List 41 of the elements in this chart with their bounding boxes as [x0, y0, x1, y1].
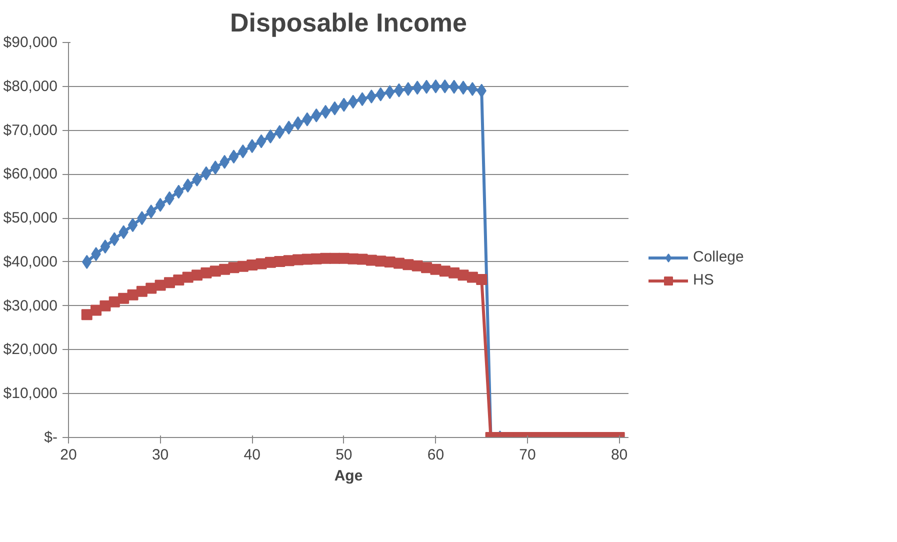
x-tick-label: 50 — [336, 446, 352, 464]
point — [100, 300, 111, 312]
x-axis-title: Age — [334, 468, 363, 484]
point — [384, 85, 395, 100]
point — [228, 150, 239, 164]
x-tick-label: 60 — [427, 446, 444, 464]
y-tick-label: $80,000 — [3, 78, 58, 95]
y-tick-label: $70,000 — [3, 122, 58, 139]
point — [81, 309, 92, 320]
y-tick-label: $40,000 — [3, 253, 58, 270]
point — [403, 82, 414, 96]
point — [330, 101, 340, 116]
x-tick-label: 70 — [519, 446, 536, 464]
y-tick-label: $30,000 — [3, 297, 58, 314]
point — [100, 240, 110, 254]
point — [256, 134, 266, 148]
y-tick-label: $90,000 — [3, 34, 58, 51]
point — [284, 120, 294, 135]
point — [155, 198, 166, 212]
legend-label: HS — [693, 272, 714, 288]
y-tick-label: $10,000 — [3, 385, 58, 402]
point — [430, 79, 441, 94]
point — [302, 112, 312, 126]
y-tick-label: $50,000 — [3, 210, 58, 227]
point — [173, 274, 184, 286]
x-tick-label: 20 — [60, 446, 77, 464]
point — [146, 282, 157, 294]
point — [458, 80, 468, 95]
point — [357, 92, 368, 106]
x-tick-label: 40 — [244, 446, 260, 464]
chart-title: Disposable Income — [230, 8, 467, 38]
y-tick-label: $60,000 — [3, 166, 58, 183]
point — [201, 166, 212, 180]
legend-label: College — [693, 248, 744, 266]
point — [128, 218, 138, 232]
x-tick-label: 80 — [610, 446, 628, 464]
y-tick-label: $- — [44, 429, 58, 446]
x-tick-label: 30 — [152, 446, 169, 464]
point — [476, 274, 488, 285]
point — [118, 292, 130, 304]
y-tick-label: $20,000 — [3, 341, 58, 358]
